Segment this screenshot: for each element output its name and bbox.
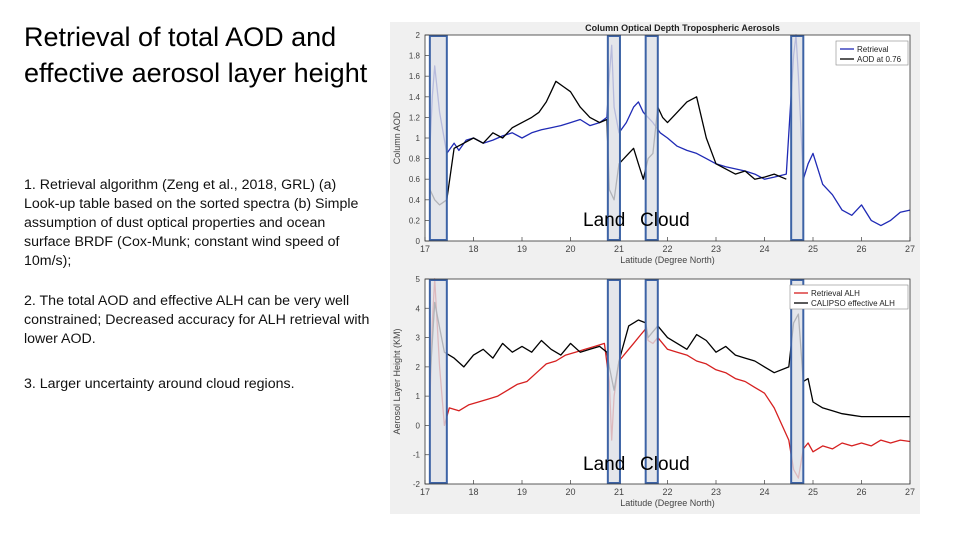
bullet-point-3: 3. Larger uncertainty around cloud regio… [24,376,295,392]
chart1-ytick-label-1: 0.2 [409,216,421,225]
chart1-ytick-label-9: 1.8 [409,52,421,61]
chart2-legend-box [789,284,909,310]
chart1-ytick-label-10: 2 [416,31,421,40]
chart2-cloud-box-2 [606,279,621,484]
cloud-label-bottom: Cloud [640,454,690,475]
chart1-xtick-label-2: 19 [517,244,527,254]
chart1-xtick-label-3: 20 [565,244,575,254]
chart1-legend-label-aod-076: AOD at 0.76 [857,55,902,64]
chart1-ytick-label-4: 0.8 [409,155,421,164]
chart2-xtick-label-4: 21 [614,487,624,497]
chart1-legend-label-retrieval: Retrieval [857,45,889,54]
chart2-cloud-box-1 [428,279,448,484]
chart1-ytick-label-6: 1.2 [409,113,421,122]
chart1-xtick-label-10: 27 [905,244,915,254]
chart2-ylabel: Aerosol Layer Height (KM) [392,328,402,434]
bullet-list: 1. Retrieval algorithm (Zeng et al., 201… [24,176,374,394]
chart2-xtick-label-1: 18 [468,487,478,497]
chart1-cloud-box-2 [606,35,621,241]
chart1-xtick-label-9: 26 [856,244,866,254]
chart2-legend-label-calipso-alh: CALIPSO effective ALH [811,299,895,308]
chart1-ytick-label-3: 0.6 [409,175,421,184]
figure-svg: 17 18 19 20 21 22 23 24 25 26 2700.20.40.60.811.21… [390,22,920,514]
chart2-xtick-label-5: 22 [662,487,672,497]
chart2-ytick-label-2: 0 [416,421,421,430]
chart1-axes-frame [424,34,911,242]
chart1-xtick-label-6: 23 [711,244,721,254]
chart2-group: 17 18 19 20 21 22 23 24 25 26 27-2-1012345Latitude… [392,275,915,508]
chart2-ytick-label-1: -1 [413,451,421,460]
chart2-xtick-label-9: 26 [856,487,866,497]
chart2-xtick-label-3: 20 [565,487,575,497]
chart1-xtick-label-8: 25 [808,244,818,254]
chart2-plot-area [425,279,910,484]
chart1-ytick-label-8: 1.6 [409,72,421,81]
chart1-ylabel: Column AOD [392,111,402,164]
chart2-xtick-label-7: 24 [759,487,769,497]
chart1-cloud-box-1 [428,35,448,241]
chart1-group: 17 18 19 20 21 22 23 24 25 26 27 0 0.2 0.4 0.6 0.8 1 1.2 1… [392,23,915,265]
chart2-cloud-box-4 [790,279,805,484]
chart1-ytick-label-5: 1 [416,134,421,143]
figure-panel: 17 18 19 20 21 22 23 24 25 26 27 0 0.2 0.4 0.6 0.8 1 1.2 1… [390,22,920,514]
chart2-xtick-label-2: 19 [517,487,527,497]
chart1-xtick-label-5: 22 [662,244,672,254]
chart1-xtick-label-1: 18 [468,244,478,254]
chart1-xtick-label-0: 17 [420,244,430,254]
bullet-point-1: 1. Retrieval algorithm (Zeng et al., 201… [24,177,359,269]
bullet-point-2: 2. The total AOD and effective ALH can b… [24,293,370,348]
chart1-xtick-label-4: 21 [614,244,624,254]
chart1-cloud-box-3 [644,35,659,241]
chart2-cloud-box-3 [644,279,659,484]
land-label-bottom: Land [583,454,626,475]
chart2-ytick-label-6: 4 [416,304,421,313]
chart2-xtick-label-6: 23 [711,487,721,497]
chart2-ytick-label-3: 1 [416,392,421,401]
chart1-ytick-label-2: 0.4 [409,196,421,205]
chart2-ytick-label-4: 2 [416,363,421,372]
chart1-ytick-label-0: 0 [416,237,421,246]
chart2-xtick-label-8: 25 [808,487,818,497]
chart2-ytick-label-5: 3 [416,334,421,343]
chart1-xtick-label-7: 24 [759,244,769,254]
chart2-xtick-label-10: 27 [905,487,915,497]
chart1-legend-box [835,40,909,66]
chart2-xlabel: Latitude (Degree North) [620,498,715,508]
chart2-xtick-label-0: 17 [420,487,430,497]
chart1-cloud-box-4 [790,35,805,241]
cloud-label-top: Cloud [640,210,690,231]
slide-title: Retrieval of total AOD and effective aer… [24,22,368,88]
chart2-axes-frame [424,278,911,485]
chart2-ytick-label-0: -2 [413,480,421,489]
chart2-ytick-label-7: 5 [416,275,421,284]
chart1-title: Column Optical Depth Tropospheric Aeroso… [585,23,780,33]
chart1-xlabel: Latitude (Degree North) [620,255,715,265]
chart1-ytick-label-7: 1.4 [409,93,421,102]
chart2-legend-label-retrieval-alh: Retrieval ALH [811,289,860,298]
land-label-top: Land [583,210,626,231]
